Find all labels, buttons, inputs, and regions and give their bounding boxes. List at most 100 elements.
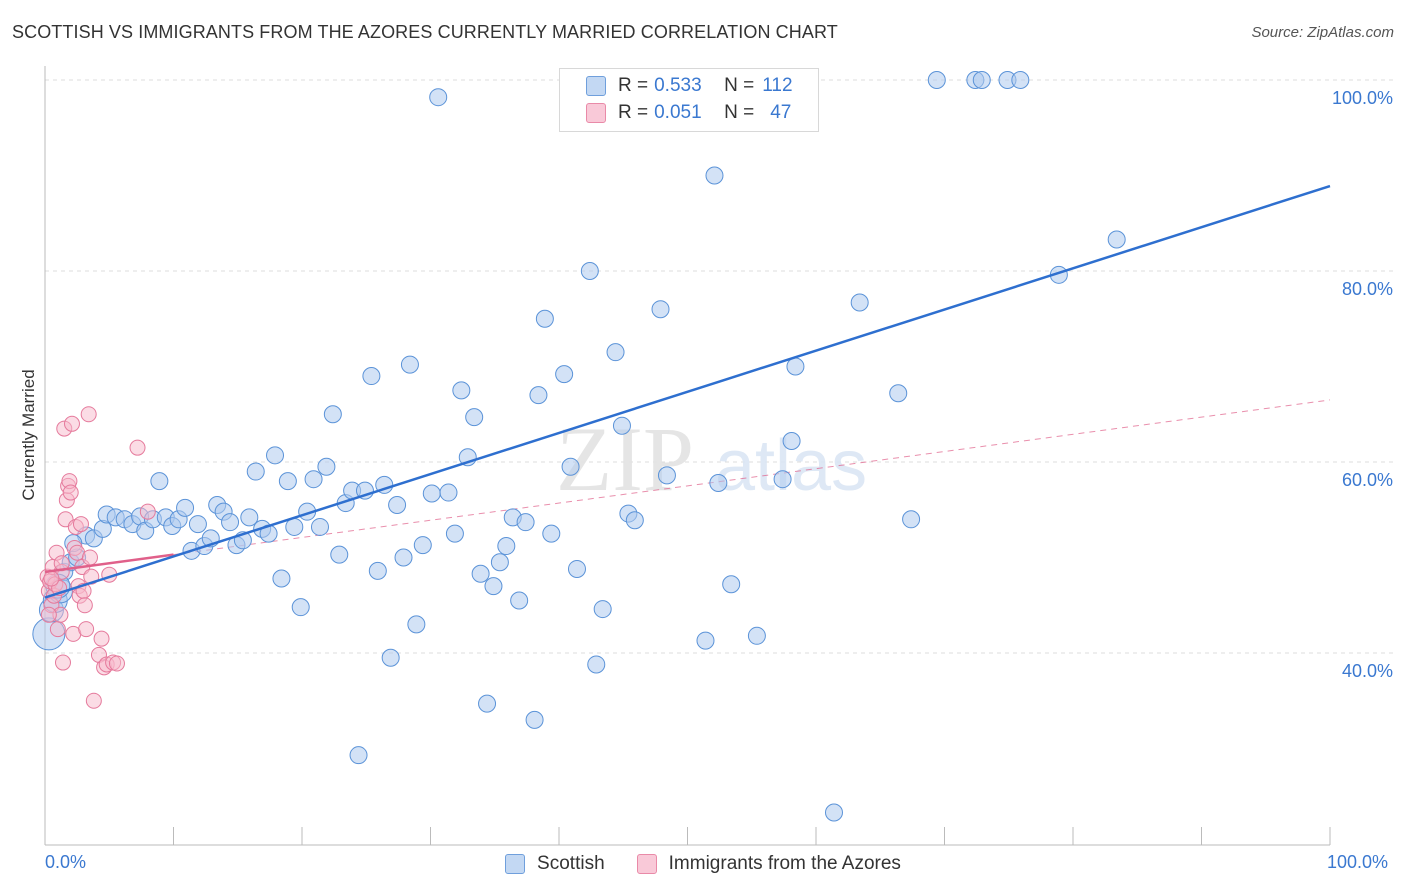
r-value: 0.051 [654,102,702,123]
scottish-point [567,559,586,578]
azores-point [139,503,156,520]
scottish-point [902,510,921,529]
scottish-point [394,548,413,567]
r-label: R = [618,75,649,96]
azores-swatch [586,103,606,123]
azores-trend-dashed [173,399,1331,556]
scottish-point [330,545,349,564]
scottish-point [362,367,381,386]
scottish-point [388,495,407,514]
scottish-legend-swatch [505,854,526,874]
scottish-point [285,517,304,536]
scottish-point [413,536,432,555]
x-tick-label-min: 0.0% [45,852,87,872]
scottish-point [310,517,329,536]
scottish-point [429,88,448,107]
scottish-point [278,472,297,491]
scottish-point [1107,230,1126,249]
scottish-point [176,498,195,517]
scottish-point [490,553,509,572]
scottish-point [291,598,310,617]
scottish-point [625,511,644,530]
azores-point [78,621,95,638]
scottish-point [786,357,805,376]
scottish-point [705,166,724,185]
scottish-point [221,513,240,532]
azores-point [129,439,146,456]
scottish-point [612,416,631,435]
scottish-point [657,466,676,485]
scottish-point [478,694,497,713]
scottish-point [381,648,400,667]
series-legend: Scottish Immigrants from the Azores [0,851,1406,877]
scottish-point [722,575,741,594]
scottish-trend-line [44,184,1331,599]
azores-points [39,406,174,709]
scottish-point [349,746,368,765]
scottish-point [606,343,625,362]
scottish-swatch [586,76,606,96]
x-tick-label-max: 100.0% [1327,852,1389,872]
scottish-point [246,462,265,481]
legend-item-azores[interactable]: Immigrants from the Azores [636,853,901,875]
y-tick-label: 100.0% [1332,88,1393,108]
y-tick-label: 40.0% [1342,661,1393,681]
n-label: N = [724,75,755,96]
scottish-point [422,484,441,503]
scottish-point [773,470,792,489]
scottish-point [525,710,544,729]
stats-row-azores: R = 0.051 N = 47 [586,100,791,126]
azores-point [85,692,102,709]
scottish-point [304,470,323,489]
n-value: 47 [770,102,792,123]
n-label: N = [724,102,755,123]
scottish-point [150,472,169,491]
y-tick-label: 80.0% [1342,279,1393,299]
scottish-point [587,655,606,674]
scottish-point [516,513,535,532]
scottish-point [850,293,869,312]
scottish-point [542,524,561,543]
n-value: 112 [762,75,793,96]
scottish-trend [44,184,1331,599]
azores-point [63,415,80,432]
scottish-point [580,262,599,280]
scottish-point [471,564,490,583]
azores-point [40,606,57,623]
azores-point [72,516,89,533]
azores-point [93,630,110,647]
legend-label-scottish: Scottish [537,853,605,874]
azores-point [76,597,93,614]
stats-row-scottish: R = 0.533 N = 112 [586,73,793,99]
scottish-point [266,446,285,465]
scottish-point [510,591,529,610]
scottish-point [709,474,728,493]
chart-title: SCOTTISH VS IMMIGRANTS FROM THE AZORES C… [12,22,838,42]
scottish-points [32,71,1126,822]
legend-item-scottish[interactable]: Scottish [505,853,605,875]
scottish-point [400,355,419,374]
axes [44,66,1331,846]
azores-trend-lines [173,399,1331,556]
scottish-point [747,626,766,645]
scottish-point [593,600,612,619]
legend-label-azores: Immigrants from the Azores [668,853,901,874]
scottish-point [272,569,291,588]
azores-point [108,655,125,672]
scottish-point [535,309,554,328]
scottish-point [561,457,580,476]
scottish-point [824,803,843,822]
scottish-point [484,577,503,596]
scottish-point [465,408,484,427]
stats-legend: R = 0.533 N = 112 R = 0.051 N = 47 [559,68,819,132]
scottish-point [782,431,801,450]
watermark: ZIP atlas [556,408,867,510]
scottish-point [323,405,342,424]
scottish-point [452,381,471,400]
scottish-point [696,631,715,650]
source-label: Source: ZipAtlas.com [1251,24,1394,41]
azores-point [80,406,97,423]
scottish-point [317,457,336,476]
y-axis-label: Currently Married [19,369,38,501]
